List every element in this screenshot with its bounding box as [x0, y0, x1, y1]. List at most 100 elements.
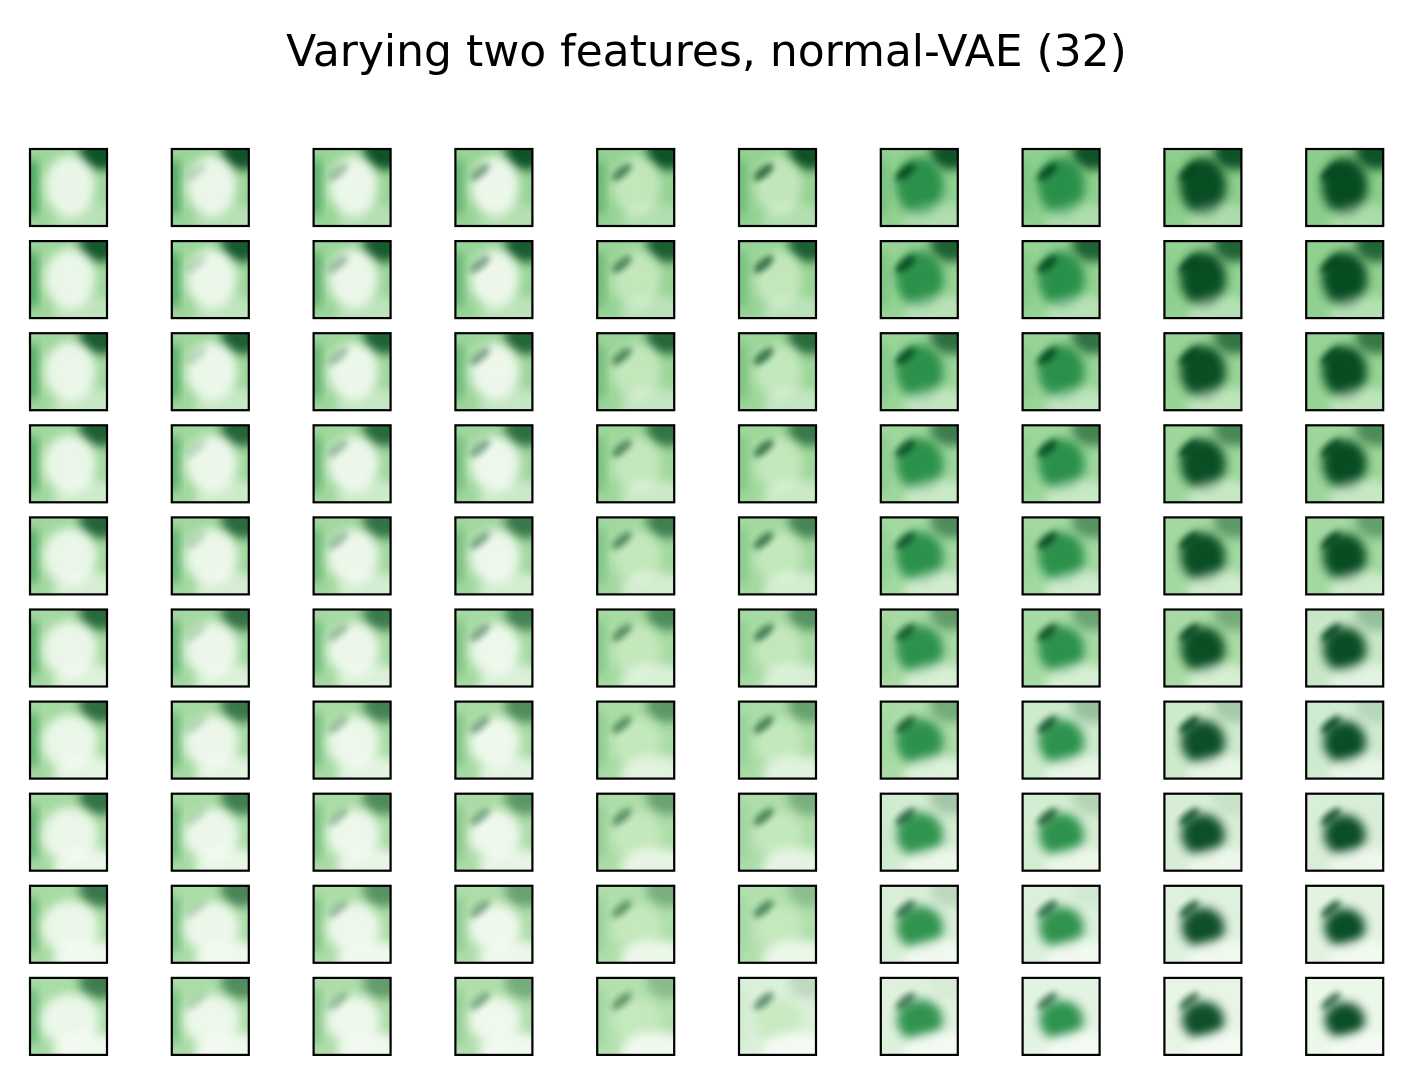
cell-corner-shade — [646, 793, 675, 815]
cell-light-region — [194, 479, 249, 503]
cell-border — [312, 516, 392, 596]
cell-edge-shade — [171, 713, 179, 768]
cell-light-region — [478, 202, 533, 226]
grid-cell — [170, 424, 250, 504]
cell-border — [1021, 608, 1101, 688]
cell-border — [1163, 240, 1243, 320]
cell-corner-shade — [1213, 701, 1242, 723]
cell-blob — [754, 998, 803, 1042]
grid-cell — [454, 792, 534, 872]
cell-corner-shade — [1355, 149, 1384, 170]
cell-border — [1021, 700, 1101, 780]
cell-corner-shade — [504, 517, 533, 539]
cell-streak — [1037, 992, 1058, 1010]
cell-light-region — [194, 939, 249, 963]
cell-edge-shade — [30, 989, 37, 1044]
cell-streak — [186, 255, 207, 273]
cell-light-region — [53, 295, 107, 319]
cell-light-region — [1045, 571, 1100, 595]
grid-cell — [312, 608, 392, 688]
cell-border — [879, 147, 959, 228]
cell-streak — [895, 623, 916, 642]
cell-streak — [328, 808, 349, 826]
cell-blob — [1038, 625, 1085, 674]
cell-border — [1305, 516, 1385, 596]
cell-light-region — [762, 755, 816, 779]
cell-blob — [1324, 908, 1366, 947]
grid-cell — [1305, 884, 1385, 964]
cell-edge-shade — [597, 436, 604, 491]
cell-edge-shade — [455, 528, 463, 583]
cell-corner-shade — [79, 517, 107, 539]
grid-cell — [1305, 332, 1385, 412]
cell-light-region — [1329, 847, 1384, 871]
cell-streak — [753, 439, 774, 458]
cell-edge-shade — [597, 344, 604, 399]
cell-corner-shade — [646, 609, 675, 631]
grid-cell — [454, 516, 534, 596]
grid-cell — [312, 516, 392, 596]
cell-streak — [1179, 163, 1199, 181]
grid-cell — [312, 976, 392, 1057]
cell-light-region — [478, 571, 533, 595]
cell-border — [596, 240, 676, 320]
cell-border — [1163, 332, 1243, 412]
grid-cell — [454, 332, 534, 412]
cell-border — [28, 608, 109, 688]
cell-streak — [328, 531, 349, 550]
cell-streak — [328, 716, 349, 734]
cell-border — [1163, 516, 1243, 596]
cell-border — [28, 240, 109, 320]
cell-edge-shade — [1022, 252, 1030, 307]
cell-edge-shade — [30, 436, 37, 491]
cell-border — [1021, 147, 1101, 228]
cell-light-region — [1329, 479, 1384, 503]
cell-streak — [186, 623, 207, 642]
cell-light-region — [194, 387, 249, 411]
cell-edge-shade — [877, 805, 888, 859]
grid-cell — [28, 700, 109, 780]
cell-streak — [186, 531, 207, 550]
cell-light-region — [1187, 847, 1242, 871]
cell-streak — [895, 900, 916, 918]
cell-light-region — [194, 202, 249, 226]
cell-blob — [1181, 813, 1225, 856]
cell-streak — [753, 808, 774, 826]
grid-cell — [879, 976, 959, 1057]
cell-edge-shade — [455, 805, 463, 860]
cell-corner-shade — [1213, 425, 1242, 447]
cell-edge-shade — [313, 436, 321, 491]
cell-blob — [1180, 626, 1226, 673]
cell-corner-shade — [1071, 241, 1100, 262]
cell-streak — [328, 255, 349, 273]
cell-light-region — [762, 939, 816, 963]
cell-light-region — [903, 295, 958, 319]
cell-blob — [44, 341, 96, 401]
cell-border — [879, 976, 959, 1057]
cell-corner-shade — [788, 977, 816, 999]
cell-streak — [611, 347, 632, 365]
grid-cell — [737, 516, 818, 596]
grid-cell — [737, 976, 818, 1057]
cell-edge-shade — [597, 713, 604, 768]
cell-blob — [1323, 720, 1366, 764]
cell-border — [170, 516, 250, 596]
cell-edge-shade — [30, 897, 37, 952]
cell-border — [1163, 147, 1243, 228]
cell-blob — [896, 905, 943, 950]
cell-edge-shade — [455, 897, 463, 952]
cell-border — [1305, 240, 1385, 320]
cell-border — [737, 976, 818, 1057]
cell-edge-shade — [455, 344, 463, 399]
grid-cell — [312, 240, 392, 320]
cell-border — [170, 147, 250, 228]
grid-cell — [1021, 516, 1101, 596]
cell-edge-shade — [880, 436, 888, 491]
cell-border — [737, 332, 818, 412]
cell-corner-shade — [930, 517, 958, 539]
grid-cell — [454, 884, 534, 964]
grid-cell — [170, 976, 250, 1057]
cell-light-region — [1187, 939, 1242, 963]
cell-light-region — [336, 663, 391, 687]
cell-blob — [43, 528, 97, 586]
